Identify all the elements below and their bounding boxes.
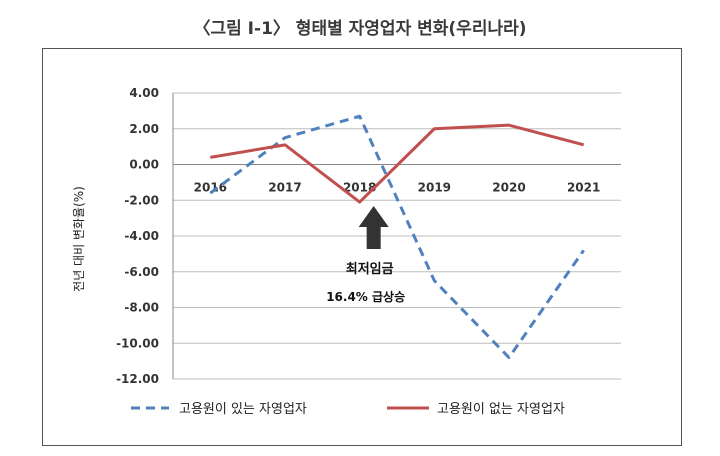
legend-label-employer: 고용원이 있는 자영업자 <box>179 402 307 417</box>
x-tick-label: 2019 <box>418 181 451 195</box>
y-tick-label: -12.00 <box>116 372 159 386</box>
chart-title: 〈그림 Ⅰ-1〉 형태별 자영업자 변화(우리나라) <box>193 19 527 39</box>
legend-label-own-account: 고용원이 없는 자영업자 <box>437 402 565 417</box>
annotation-line-2: 16.4% 급상승 <box>326 289 405 304</box>
y-tick-label: -4.00 <box>124 229 159 243</box>
x-tick-label: 2021 <box>567 181 600 195</box>
series-line-employer <box>209 114 585 360</box>
x-tick-label: 2017 <box>268 181 301 195</box>
y-tick-label: 2.00 <box>129 122 159 136</box>
series-lines <box>209 114 585 360</box>
legend: 고용원이 있는 자영업자 고용원이 없는 자영업자 <box>131 402 565 417</box>
y-tick-label: -2.00 <box>124 193 159 207</box>
series-line-own-account <box>210 123 585 204</box>
x-tick-label: 2016 <box>194 181 227 195</box>
y-tick-label: -8.00 <box>124 301 159 315</box>
y-axis-ticks: 4.00 2.00 0.00 -2.00 -4.00 -6.00 -8.00 -10.00 -1… <box>116 86 159 386</box>
y-axis-label: 전년 대비 변화율(%) <box>72 186 86 292</box>
x-tick-label: 2018 <box>343 181 376 195</box>
x-tick-label: 2020 <box>492 181 525 195</box>
annotation: 최저임금 16.4% 급상승 <box>326 206 405 304</box>
x-axis-labels: 2016 2017 2018 2019 2020 2021 <box>194 181 601 195</box>
y-tick-label: -10.00 <box>116 336 159 350</box>
up-arrow-icon <box>358 206 389 249</box>
annotation-line-1: 최저임금 <box>346 262 394 277</box>
chart-frame: 4.00 2.00 0.00 -2.00 -4.00 -6.00 -8.00 -10.00 -1… <box>42 48 682 446</box>
y-tick-label: 0.00 <box>129 158 159 172</box>
line-chart: 4.00 2.00 0.00 -2.00 -4.00 -6.00 -8.00 -10.00 -1… <box>72 86 621 417</box>
y-tick-label: 4.00 <box>129 86 159 100</box>
y-tick-label: -6.00 <box>124 265 159 279</box>
